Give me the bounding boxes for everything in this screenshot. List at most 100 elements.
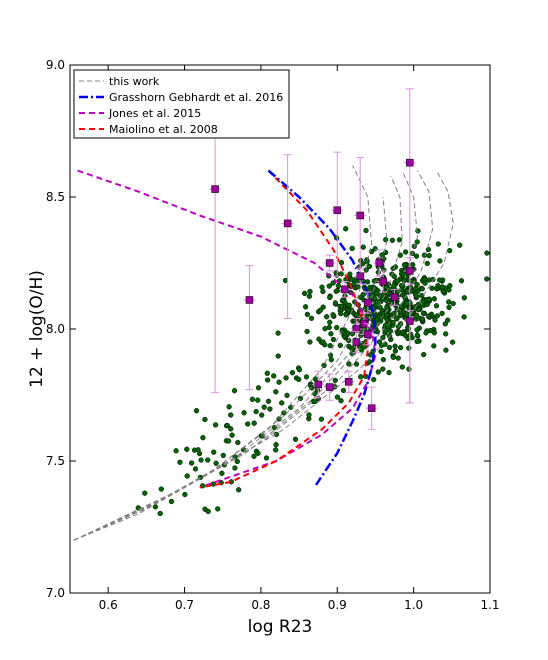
galaxy-point xyxy=(332,300,339,306)
galaxy-point xyxy=(395,278,401,284)
galaxy-point xyxy=(375,369,381,375)
galaxy-point xyxy=(436,277,443,283)
galaxy-point xyxy=(397,312,403,319)
binned-point xyxy=(352,338,361,346)
binned-point xyxy=(356,211,364,220)
binned-point xyxy=(375,259,384,267)
legend-label: this work xyxy=(109,75,160,88)
galaxy-point xyxy=(461,314,467,320)
galaxy-point xyxy=(449,339,456,345)
axes: 0.6 0.7 0.8 0.9 1.0 1.1 7.0 7.5 8.0 8.5 9.0 xyxy=(46,58,500,612)
galaxy-point xyxy=(364,279,371,285)
galaxy-point xyxy=(220,452,226,459)
galaxy-point xyxy=(276,379,282,385)
galaxy-point xyxy=(364,259,370,265)
galaxy-point xyxy=(235,439,241,446)
galaxy-point xyxy=(168,498,175,505)
galaxy-point xyxy=(414,327,420,333)
galaxy-point xyxy=(376,339,383,345)
galaxy-point xyxy=(393,315,399,321)
x-tick-label: 0.7 xyxy=(175,598,194,612)
galaxy-point xyxy=(228,412,234,418)
galaxy-point xyxy=(446,304,452,311)
galaxy-point xyxy=(334,394,341,400)
galaxy-point xyxy=(232,465,238,471)
galaxy-point xyxy=(406,345,412,351)
galaxy-point xyxy=(255,450,261,456)
galaxy-point xyxy=(292,436,299,442)
binned-point xyxy=(344,378,353,386)
galaxy-point xyxy=(275,330,281,336)
galaxy-point xyxy=(406,366,412,372)
galaxy-point xyxy=(383,237,389,243)
galaxy-point xyxy=(420,310,427,317)
galaxy-point xyxy=(308,315,315,321)
galaxy-point xyxy=(391,273,398,280)
binned-point xyxy=(245,296,254,304)
galaxy-point xyxy=(253,408,259,415)
galaxy-point xyxy=(173,448,179,454)
galaxy-point xyxy=(213,460,219,466)
galaxy-point xyxy=(419,292,425,299)
galaxy-point xyxy=(435,241,441,247)
binned-point xyxy=(325,259,334,267)
this-work-curve xyxy=(73,170,454,541)
galaxy-point xyxy=(424,301,430,308)
galaxy-point xyxy=(231,388,238,394)
galaxy-point xyxy=(366,263,373,270)
galaxy-point xyxy=(193,408,200,414)
galaxy-point xyxy=(386,344,393,351)
galaxy-point xyxy=(404,311,410,317)
galaxy-point xyxy=(338,271,344,277)
galaxy-point xyxy=(378,348,384,355)
galaxy-point xyxy=(410,262,416,268)
galaxy-point xyxy=(423,330,429,336)
galaxy-point xyxy=(343,226,349,232)
x-axis-label: log R23 xyxy=(248,617,313,637)
galaxy-point xyxy=(392,348,399,354)
galaxy-point xyxy=(312,376,319,382)
galaxy-point xyxy=(236,487,242,493)
galaxy-point xyxy=(415,307,422,313)
y-tick-label: 7.0 xyxy=(46,586,65,600)
galaxy-point xyxy=(275,353,281,359)
galaxy-point xyxy=(228,426,234,432)
galaxy-point xyxy=(392,343,398,349)
galaxy-point xyxy=(340,387,347,394)
galaxy-point xyxy=(241,410,247,416)
galaxy-point xyxy=(380,356,387,363)
galaxy-point xyxy=(414,281,420,288)
galaxy-point xyxy=(279,400,285,406)
galaxy-point xyxy=(212,422,219,428)
galaxy-point xyxy=(386,369,392,376)
galaxy-point xyxy=(442,321,448,327)
galaxy-point xyxy=(347,271,353,277)
galaxy-point xyxy=(397,344,404,351)
x-tick-label: 1.1 xyxy=(480,598,499,612)
galaxy-point xyxy=(363,227,369,234)
galaxy-point xyxy=(414,338,420,345)
galaxy-point xyxy=(317,307,323,313)
galaxy-point xyxy=(326,283,332,289)
galaxy-point xyxy=(184,446,190,452)
binned-point xyxy=(406,158,414,167)
binned-point xyxy=(356,272,364,280)
galaxy-point xyxy=(402,332,409,339)
galaxy-point xyxy=(273,389,279,395)
galaxy-point xyxy=(158,486,164,492)
galaxy-point xyxy=(255,397,261,403)
galaxy-point xyxy=(431,330,437,336)
legend-label: Jones et al. 2015 xyxy=(108,107,201,120)
binned-point xyxy=(390,293,399,302)
galaxy-point xyxy=(426,296,432,303)
galaxy-point xyxy=(389,237,396,243)
galaxy-point xyxy=(328,357,334,363)
galaxy-point xyxy=(338,398,344,404)
binned-point xyxy=(364,330,372,339)
galaxy-point xyxy=(304,311,311,318)
galaxy-point xyxy=(359,261,366,267)
galaxy-point xyxy=(289,370,296,376)
legend-label: Grasshorn Gebhardt et al. 2016 xyxy=(109,91,283,104)
galaxy-point xyxy=(324,314,330,320)
galaxy-point xyxy=(251,420,257,426)
